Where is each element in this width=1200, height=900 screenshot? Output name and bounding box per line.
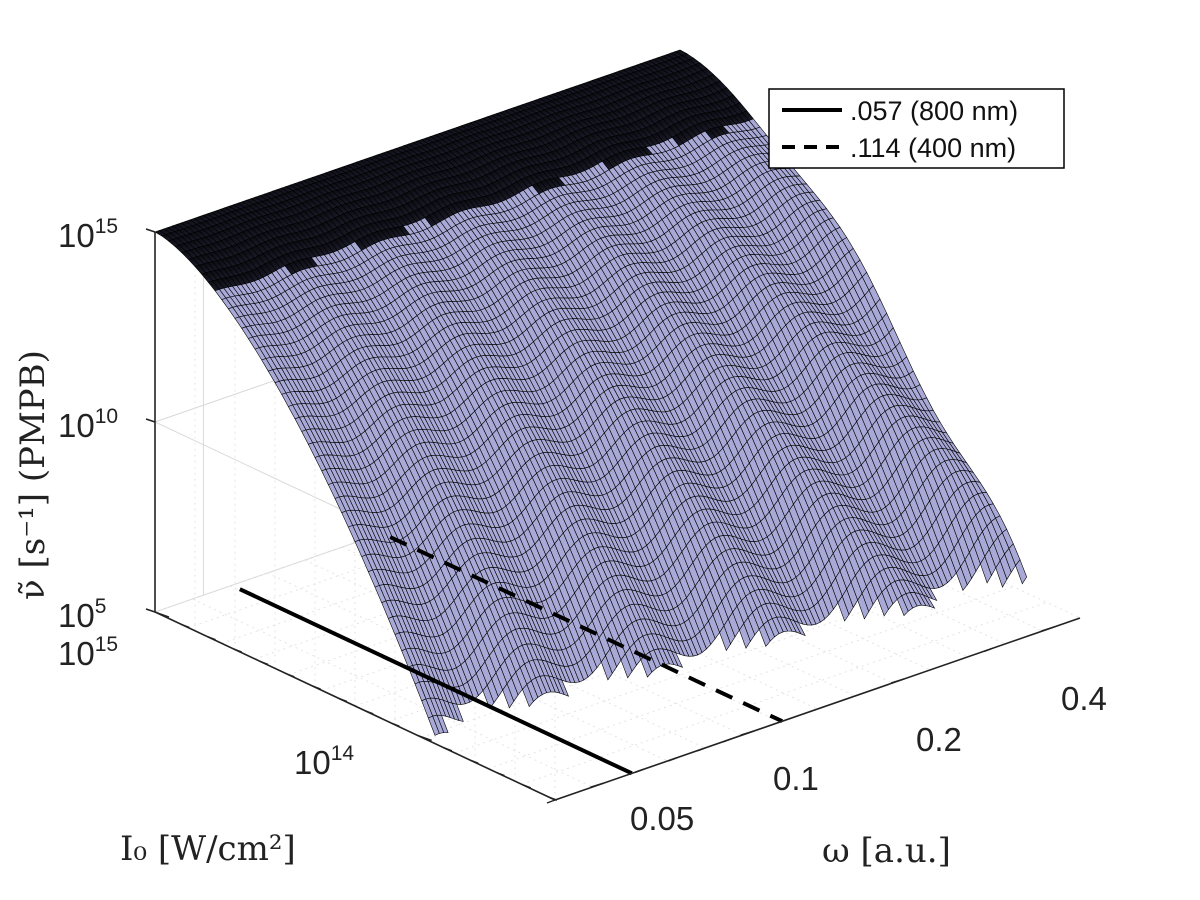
grid-line: [488, 586, 1014, 770]
surface-cell: [451, 702, 464, 722]
grid-line: [521, 601, 1047, 785]
surface-mesh: [154, 49, 1028, 736]
surface-cell: [436, 714, 449, 733]
grid-line: [304, 559, 706, 749]
grid-line: [192, 598, 593, 788]
grid-line: [267, 572, 668, 762]
